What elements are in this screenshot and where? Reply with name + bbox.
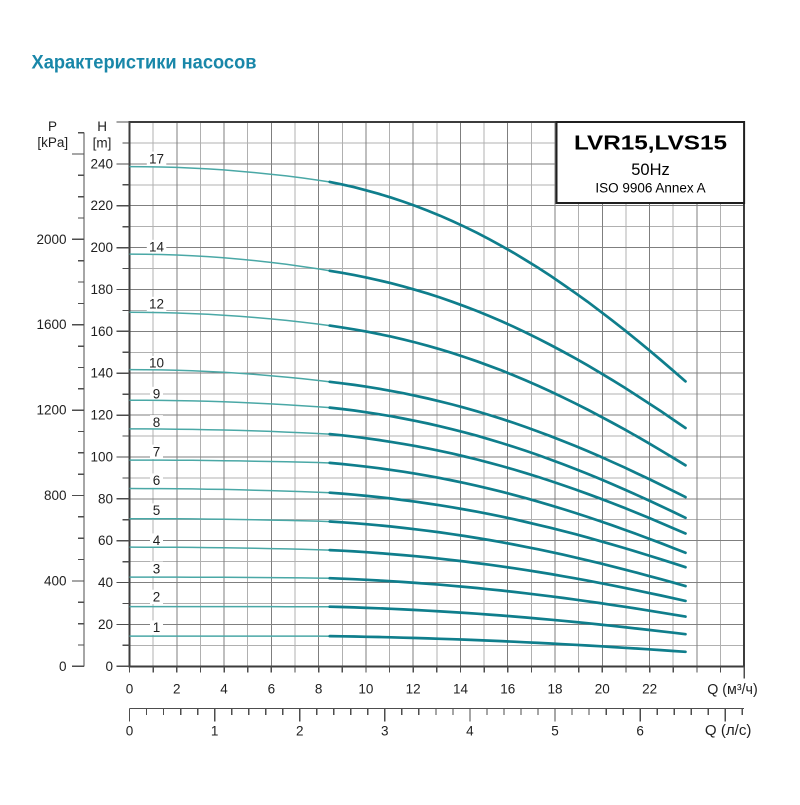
svg-text:3: 3 — [381, 724, 389, 739]
svg-text:1200: 1200 — [36, 403, 66, 418]
svg-text:14: 14 — [453, 681, 469, 696]
svg-text:0: 0 — [126, 681, 134, 696]
svg-text:40: 40 — [98, 575, 113, 590]
svg-text:0: 0 — [126, 724, 134, 739]
svg-text:P: P — [48, 119, 57, 134]
svg-text:200: 200 — [90, 240, 113, 255]
svg-text:Q (л/с): Q (л/с) — [705, 723, 752, 739]
svg-text:1600: 1600 — [36, 317, 66, 332]
svg-text:[m]: [m] — [93, 136, 112, 151]
svg-text:5: 5 — [153, 503, 161, 518]
svg-text:50Hz: 50Hz — [631, 161, 670, 179]
svg-text:12: 12 — [406, 681, 421, 696]
svg-text:1: 1 — [211, 724, 219, 739]
svg-text:240: 240 — [90, 156, 113, 171]
svg-text:Характеристики насосов: Характеристики насосов — [32, 52, 257, 73]
svg-text:100: 100 — [90, 449, 113, 464]
svg-text:2: 2 — [173, 681, 181, 696]
svg-text:180: 180 — [90, 282, 113, 297]
svg-text:8: 8 — [153, 415, 161, 430]
svg-text:0: 0 — [105, 659, 113, 674]
svg-text:2: 2 — [153, 589, 161, 604]
svg-text:0: 0 — [59, 659, 67, 674]
svg-text:140: 140 — [90, 366, 113, 381]
svg-text:800: 800 — [44, 488, 67, 503]
svg-text:20: 20 — [595, 681, 610, 696]
svg-text:400: 400 — [44, 573, 67, 588]
svg-text:6: 6 — [268, 681, 276, 696]
svg-text:10: 10 — [149, 356, 164, 371]
svg-text:10: 10 — [358, 681, 373, 696]
svg-text:7: 7 — [153, 444, 161, 459]
svg-text:9: 9 — [153, 387, 161, 402]
svg-text:1: 1 — [153, 620, 161, 635]
svg-text:Q (м³/ч): Q (м³/ч) — [707, 682, 758, 698]
svg-text:[kPa]: [kPa] — [37, 135, 68, 150]
svg-text:12: 12 — [149, 297, 164, 312]
svg-text:6: 6 — [636, 724, 644, 739]
svg-text:22: 22 — [642, 681, 657, 696]
svg-text:17: 17 — [149, 151, 164, 166]
svg-text:4: 4 — [153, 533, 161, 548]
svg-text:5: 5 — [551, 724, 559, 739]
svg-text:16: 16 — [500, 681, 515, 696]
svg-text:2000: 2000 — [36, 232, 66, 247]
svg-text:4: 4 — [466, 724, 474, 739]
svg-text:6: 6 — [153, 473, 161, 488]
svg-text:ISO 9906 Annex A: ISO 9906 Annex A — [595, 181, 705, 196]
svg-text:4: 4 — [220, 681, 228, 696]
svg-text:8: 8 — [315, 681, 323, 696]
svg-text:H: H — [97, 119, 107, 134]
svg-text:120: 120 — [90, 408, 113, 423]
svg-text:2: 2 — [296, 724, 304, 739]
svg-text:160: 160 — [90, 324, 113, 339]
svg-text:LVR15,LVS15: LVR15,LVS15 — [574, 133, 727, 155]
svg-text:20: 20 — [98, 617, 113, 632]
svg-text:14: 14 — [149, 240, 165, 255]
svg-text:18: 18 — [548, 681, 563, 696]
svg-text:60: 60 — [98, 533, 113, 548]
svg-text:220: 220 — [90, 198, 113, 213]
svg-text:80: 80 — [98, 491, 113, 506]
svg-text:3: 3 — [153, 561, 161, 576]
